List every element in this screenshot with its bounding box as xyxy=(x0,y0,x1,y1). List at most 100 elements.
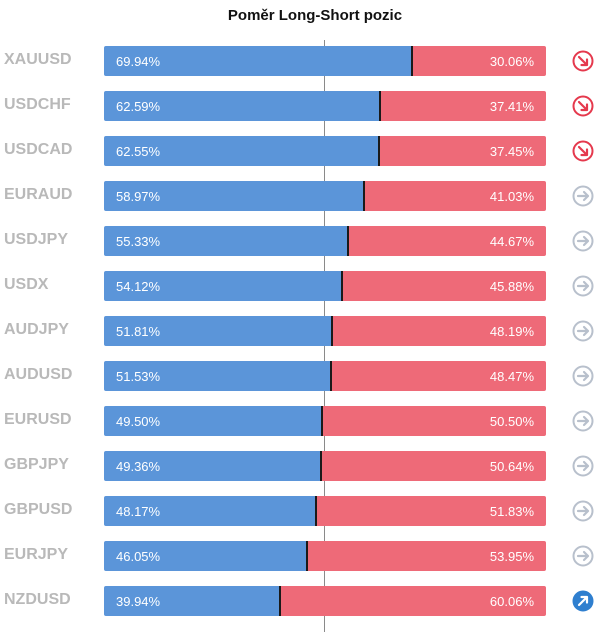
pair-symbol: EURAUD xyxy=(4,186,73,203)
ratio-bar: 69.94% 30.06% xyxy=(104,46,546,76)
ratio-bar: 54.12% 45.88% xyxy=(104,271,546,301)
pair-row: EURJPY 46.05% 53.95% xyxy=(0,541,612,571)
pair-symbol: AUDUSD xyxy=(4,366,73,383)
long-segment: 55.33% xyxy=(104,226,349,256)
pair-symbol: EURJPY xyxy=(4,546,69,563)
long-segment: 48.17% xyxy=(104,496,317,526)
arrow-down-right-icon xyxy=(572,140,594,162)
long-percent-label: 54.12% xyxy=(116,279,161,294)
short-percent-label: 50.64% xyxy=(489,459,534,474)
arrow-right-icon xyxy=(572,500,594,522)
ratio-bar: 51.53% 48.47% xyxy=(104,361,546,391)
short-percent-label: 45.88% xyxy=(489,279,534,294)
ratio-bar: 62.59% 37.41% xyxy=(104,91,546,121)
ratio-bar: 49.50% 50.50% xyxy=(104,406,546,436)
long-percent-label: 62.55% xyxy=(116,144,161,159)
long-segment: 62.55% xyxy=(104,136,381,166)
arrow-right-icon xyxy=(572,185,594,207)
short-segment: 45.88% xyxy=(343,271,546,301)
arrow-right-icon xyxy=(572,230,594,252)
short-segment: 50.50% xyxy=(322,406,546,436)
pair-row: EURAUD 58.97% 41.03% xyxy=(0,181,612,211)
short-segment: 41.03% xyxy=(364,181,546,211)
pair-symbol: USDX xyxy=(4,276,49,293)
pair-row: AUDJPY 51.81% 48.19% xyxy=(0,316,612,346)
long-percent-label: 49.36% xyxy=(116,459,161,474)
long-percent-label: 49.50% xyxy=(116,414,161,429)
pair-symbol: GBPJPY xyxy=(4,456,69,473)
arrow-down-right-icon xyxy=(572,50,594,72)
ratio-bar: 49.36% 50.64% xyxy=(104,451,546,481)
pair-symbol: NZDUSD xyxy=(4,591,71,608)
pair-row: AUDUSD 51.53% 48.47% xyxy=(0,361,612,391)
pair-symbol: USDJPY xyxy=(4,231,69,248)
short-percent-label: 48.19% xyxy=(489,324,534,339)
pair-row: XAUUSD 69.94% 30.06% xyxy=(0,46,612,76)
long-percent-label: 51.81% xyxy=(116,324,161,339)
pair-row: USDCAD 62.55% 37.45% xyxy=(0,136,612,166)
short-segment: 37.41% xyxy=(380,91,546,121)
short-percent-label: 51.83% xyxy=(489,504,534,519)
pair-row: GBPJPY 49.36% 50.64% xyxy=(0,451,612,481)
short-segment: 51.83% xyxy=(316,496,546,526)
arrow-down-right-icon xyxy=(572,95,594,117)
pair-row: USDJPY 55.33% 44.67% xyxy=(0,226,612,256)
long-percent-label: 39.94% xyxy=(116,594,161,609)
long-percent-label: 51.53% xyxy=(116,369,161,384)
short-percent-label: 60.06% xyxy=(489,594,534,609)
pair-row: NZDUSD 39.94% 60.06% xyxy=(0,586,612,616)
pair-symbol: EURUSD xyxy=(4,411,72,428)
short-percent-label: 48.47% xyxy=(489,369,534,384)
long-segment: 62.59% xyxy=(104,91,381,121)
long-percent-label: 62.59% xyxy=(116,99,161,114)
ratio-bar: 46.05% 53.95% xyxy=(104,541,546,571)
short-segment: 60.06% xyxy=(280,586,546,616)
long-segment: 58.97% xyxy=(104,181,365,211)
arrow-right-icon xyxy=(572,365,594,387)
pair-row: EURUSD 49.50% 50.50% xyxy=(0,406,612,436)
arrow-right-icon xyxy=(572,455,594,477)
arrow-right-icon xyxy=(572,320,594,342)
arrow-right-icon xyxy=(572,545,594,567)
short-percent-label: 50.50% xyxy=(489,414,534,429)
short-percent-label: 30.06% xyxy=(489,54,534,69)
long-segment: 49.50% xyxy=(104,406,323,436)
pair-row: USDX 54.12% 45.88% xyxy=(0,271,612,301)
pair-row: USDCHF 62.59% 37.41% xyxy=(0,91,612,121)
chart-title: Poměr Long-Short pozic xyxy=(227,7,403,24)
long-percent-label: 69.94% xyxy=(116,54,161,69)
short-percent-label: 37.41% xyxy=(489,99,534,114)
arrow-right-icon xyxy=(572,275,594,297)
long-percent-label: 58.97% xyxy=(116,189,161,204)
ratio-bar: 55.33% 44.67% xyxy=(104,226,546,256)
short-segment: 48.19% xyxy=(333,316,546,346)
pair-symbol: GBPUSD xyxy=(4,501,73,518)
short-percent-label: 37.45% xyxy=(489,144,534,159)
ratio-bar: 51.81% 48.19% xyxy=(104,316,546,346)
long-percent-label: 55.33% xyxy=(116,234,161,249)
short-segment: 50.64% xyxy=(322,451,546,481)
pair-symbol: XAUUSD xyxy=(4,51,72,68)
long-percent-label: 46.05% xyxy=(116,549,161,564)
long-segment: 49.36% xyxy=(104,451,323,481)
long-segment: 54.12% xyxy=(104,271,344,301)
short-percent-label: 53.95% xyxy=(489,549,534,564)
short-segment: 48.47% xyxy=(331,361,546,391)
long-segment: 39.94% xyxy=(104,586,281,616)
long-segment: 46.05% xyxy=(104,541,308,571)
ratio-bar: 58.97% 41.03% xyxy=(104,181,546,211)
ratio-bar: 48.17% 51.83% xyxy=(104,496,546,526)
ratio-bar: 39.94% 60.06% xyxy=(104,586,546,616)
short-percent-label: 41.03% xyxy=(489,189,534,204)
long-segment: 69.94% xyxy=(104,46,414,76)
short-segment: 30.06% xyxy=(413,46,546,76)
short-percent-label: 44.67% xyxy=(489,234,534,249)
long-segment: 51.81% xyxy=(104,316,333,346)
long-percent-label: 48.17% xyxy=(116,504,161,519)
pair-symbol: AUDJPY xyxy=(4,321,69,338)
arrow-right-icon xyxy=(572,410,594,432)
pair-symbol: USDCAD xyxy=(4,141,73,158)
arrow-up-right-icon xyxy=(572,590,594,612)
ratio-bar: 62.55% 37.45% xyxy=(104,136,546,166)
short-segment: 37.45% xyxy=(380,136,546,166)
